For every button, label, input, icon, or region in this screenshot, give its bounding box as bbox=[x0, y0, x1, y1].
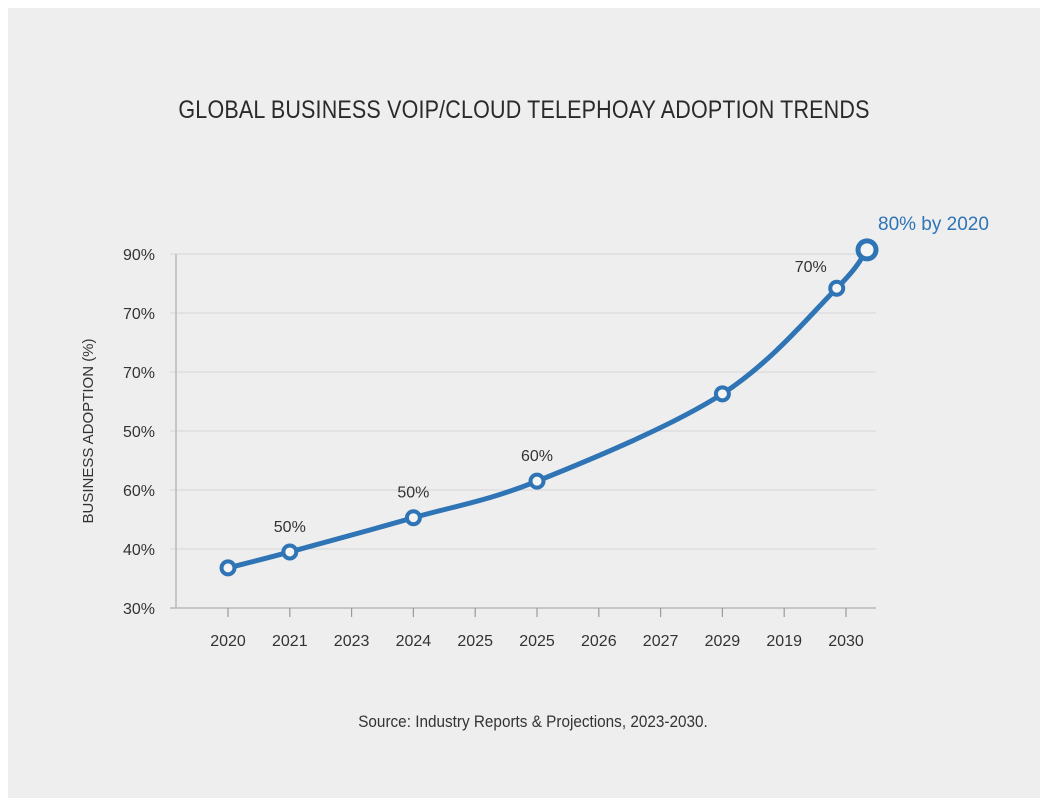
data-label: 70% bbox=[795, 259, 827, 276]
data-point bbox=[828, 279, 846, 297]
annotation-label: 80% by 2020 bbox=[878, 214, 989, 235]
series-line bbox=[225, 247, 870, 571]
y-tick-label: 50% bbox=[123, 424, 155, 441]
x-tick-label: 2027 bbox=[643, 633, 679, 650]
y-tick-label: 70% bbox=[123, 306, 155, 323]
x-tick-label: 2029 bbox=[705, 633, 741, 650]
y-axis-label: BUSINESS ADOPTION (%) bbox=[80, 338, 97, 523]
y-tick-label: 70% bbox=[123, 365, 155, 382]
data-label: 50% bbox=[274, 519, 306, 536]
x-tick-label: 2025 bbox=[457, 633, 493, 650]
x-tick-label: 2020 bbox=[210, 633, 246, 650]
y-tick-label: 40% bbox=[123, 542, 155, 559]
data-label: 50% bbox=[397, 485, 429, 502]
chart-title: GLOBAL BUSINESS VOIP/CLOUD TELEPHOAY ADO… bbox=[178, 96, 870, 124]
x-tick-label: 2024 bbox=[396, 633, 432, 650]
y-tick-label: 90% bbox=[123, 247, 155, 264]
endpoint-marker bbox=[855, 238, 879, 262]
x-tick-label: 2021 bbox=[272, 633, 308, 650]
data-point bbox=[713, 385, 731, 403]
chart-source: Source: Industry Reports & Projections, … bbox=[358, 712, 708, 731]
x-tick-label: 2019 bbox=[766, 633, 802, 650]
x-tick-label: 2030 bbox=[828, 633, 864, 650]
data-point bbox=[404, 509, 422, 527]
y-tick-label: 60% bbox=[123, 483, 155, 500]
data-point bbox=[281, 543, 299, 561]
x-tick-label: 2026 bbox=[581, 633, 617, 650]
x-tick-label: 2025 bbox=[519, 633, 555, 650]
data-label: 60% bbox=[521, 448, 553, 465]
data-point bbox=[219, 559, 237, 577]
x-tick-label: 2023 bbox=[334, 633, 370, 650]
y-tick-label: 30% bbox=[123, 601, 155, 618]
chart-background bbox=[8, 8, 1040, 798]
data-point bbox=[528, 472, 546, 490]
